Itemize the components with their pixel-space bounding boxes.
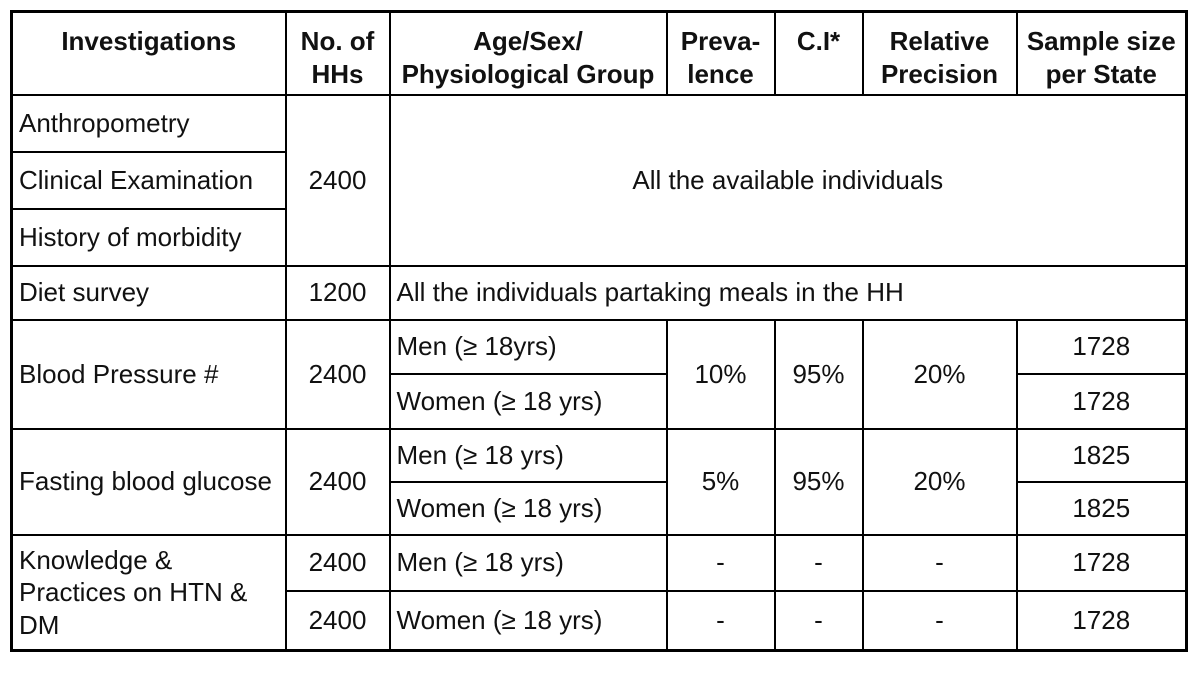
cell-hhs-knowledge-practices-men: 2400 — [284, 533, 391, 592]
cell-group-blood-pressure-women: Women (≥ 18 yrs) — [388, 372, 668, 430]
cell-ci-blood-pressure: 95% — [773, 318, 864, 430]
table-header-row: Investigations No. of HHs Age/Sex/ Physi… — [10, 10, 1188, 96]
cell-investigation-anthropometry: Anthropometry — [10, 93, 287, 153]
sample-size-design-table: Investigations No. of HHs Age/Sex/ Physi… — [10, 10, 1188, 652]
cell-group-knowledge-practices-women: Women (≥ 18 yrs) — [388, 589, 668, 652]
cell-rp-blood-pressure: 20% — [861, 318, 1018, 430]
header-investigations: Investigations — [10, 10, 287, 96]
cell-sample-knowledge-practices-men: 1728 — [1015, 533, 1188, 592]
cell-prevalence-knowledge-practices-women: - — [665, 589, 776, 652]
cell-hhs-diet-survey: 1200 — [284, 264, 391, 321]
cell-group-blood-pressure-men: Men (≥ 18yrs) — [388, 318, 668, 375]
header-sample-size: Sample size per State — [1015, 10, 1188, 96]
cell-investigation-blood-pressure: Blood Pressure # — [10, 318, 287, 430]
cell-group-knowledge-practices-men: Men (≥ 18 yrs) — [388, 533, 668, 592]
header-age-sex-group: Age/Sex/ Physiological Group — [388, 10, 668, 96]
cell-investigation-history-of-morbidity: History of morbidity — [10, 207, 287, 267]
row-clinical-examination: Clinical Examination — [10, 150, 1187, 210]
cell-rp-knowledge-practices-men: - — [861, 533, 1018, 592]
cell-rp-knowledge-practices-women: - — [861, 589, 1018, 652]
row-history-of-morbidity: History of morbidity — [10, 207, 1187, 267]
header-ci: C.I* — [773, 10, 864, 96]
cell-group-anthro-section: All the available individuals — [388, 93, 1188, 267]
header-relative-precision: Relative Precision — [861, 10, 1018, 96]
cell-sample-fasting-blood-glucose-men: 1825 — [1015, 427, 1188, 483]
cell-investigation-fasting-blood-glucose: Fasting blood glucose — [10, 427, 287, 536]
cell-sample-blood-pressure-men: 1728 — [1015, 318, 1188, 375]
cell-ci-fasting-blood-glucose: 95% — [773, 427, 864, 536]
cell-hhs-fasting-blood-glucose: 2400 — [284, 427, 391, 536]
cell-group-fasting-blood-glucose-men: Men (≥ 18 yrs) — [388, 427, 668, 483]
cell-hhs-knowledge-practices-women: 2400 — [284, 589, 391, 652]
row-anthropometry: Anthropometry 2400 All the available ind… — [10, 93, 1188, 267]
cell-group-fasting-blood-glucose-women: Women (≥ 18 yrs) — [388, 480, 668, 536]
cell-hhs-anthro-section: 2400 — [284, 93, 391, 267]
header-no-of-hhs: No. of HHs — [284, 10, 391, 96]
row-blood-pressure-men: Blood Pressure # 2400 Men (≥ 18yrs) 10% … — [10, 318, 1188, 430]
cell-group-diet-survey: All the individuals partaking meals in t… — [388, 264, 1188, 321]
cell-rp-fasting-blood-glucose: 20% — [861, 427, 1018, 536]
row-knowledge-practices-men: Knowledge & Practices on HTN & DM 2400 M… — [10, 533, 1188, 652]
row-blood-pressure-women: Women (≥ 18 yrs) 1728 — [12, 372, 1188, 430]
header-prevalence: Preva- lence — [665, 10, 776, 96]
row-diet-survey: Diet survey 1200 All the individuals par… — [10, 264, 1188, 321]
cell-ci-knowledge-practices-men: - — [773, 533, 864, 592]
cell-sample-fasting-blood-glucose-women: 1825 — [1015, 480, 1188, 536]
row-fasting-blood-glucose-women: Women (≥ 18 yrs) 1825 — [12, 480, 1188, 536]
cell-investigation-clinical-examination: Clinical Examination — [10, 150, 287, 210]
cell-sample-blood-pressure-women: 1728 — [1015, 372, 1188, 430]
cell-investigation-diet-survey: Diet survey — [10, 264, 287, 321]
row-knowledge-practices-women: 2400 Women (≥ 18 yrs) - - - 1728 — [12, 589, 1188, 652]
cell-prevalence-fasting-blood-glucose: 5% — [665, 427, 776, 536]
row-fasting-blood-glucose-men: Fasting blood glucose 2400 Men (≥ 18 yrs… — [10, 427, 1188, 536]
cell-ci-knowledge-practices-women: - — [773, 589, 864, 652]
cell-investigation-knowledge-practices: Knowledge & Practices on HTN & DM — [10, 533, 287, 652]
cell-prevalence-knowledge-practices-men: - — [665, 533, 776, 592]
cell-prevalence-blood-pressure: 10% — [665, 318, 776, 430]
cell-hhs-blood-pressure: 2400 — [284, 318, 391, 430]
cell-sample-knowledge-practices-women: 1728 — [1015, 589, 1188, 652]
